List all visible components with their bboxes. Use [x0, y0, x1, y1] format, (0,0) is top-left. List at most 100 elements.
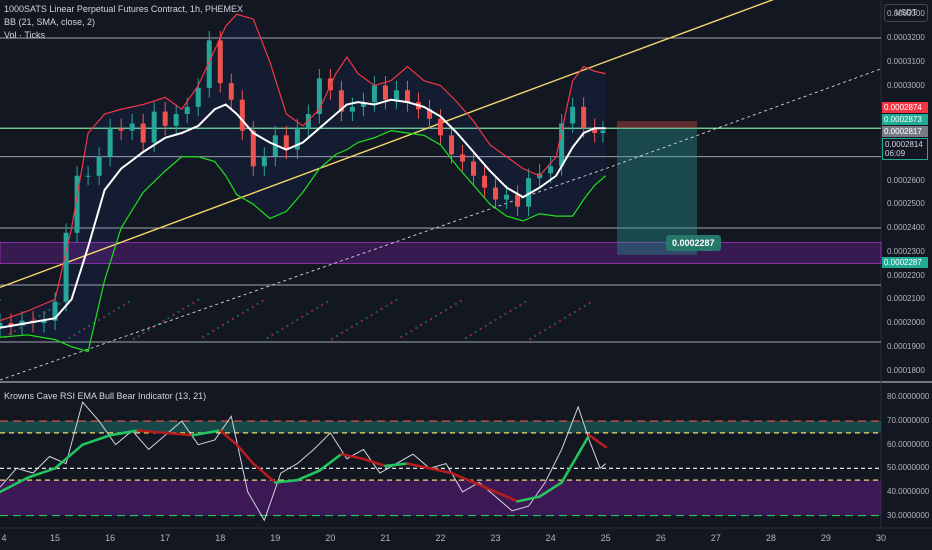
volume-tick [325, 300, 329, 304]
rsi-ema-segment [576, 433, 591, 456]
volume-tick [33, 317, 36, 321]
candle-body [217, 40, 223, 84]
volume-tick [58, 302, 61, 306]
candle-body [118, 128, 124, 131]
volume-tick [350, 325, 354, 329]
volume-tick [454, 302, 458, 306]
volume-tick [73, 333, 76, 337]
rsi-ema-segment [0, 476, 29, 494]
rsi-tick-label: 30.0000000 [887, 510, 930, 520]
volume-tick [494, 318, 497, 322]
volume-tick [147, 328, 150, 332]
volume-tick [380, 307, 383, 311]
volume-tick [182, 307, 185, 311]
volume-tick [271, 333, 274, 337]
vol-indicator-label[interactable]: Vol · Ticks [4, 30, 46, 40]
volume-tick [459, 299, 463, 303]
candle-body [338, 90, 344, 112]
volume-tick [216, 326, 220, 330]
volume-tick [464, 336, 468, 340]
rsi-ema-segment [81, 433, 112, 446]
price-tick-label: 0.0003000 [887, 80, 925, 90]
rsi-ema-segment [384, 462, 409, 468]
volume-tick [548, 325, 552, 329]
bb-lower-line [0, 130, 607, 353]
candle-body [504, 194, 510, 200]
candle-body [404, 90, 410, 103]
time-tick-label: 25 [600, 533, 611, 543]
volume-tick [449, 305, 453, 309]
bb-fill [0, 14, 606, 352]
price-tick-label: 0.0003200 [887, 33, 925, 42]
volume-tick [83, 327, 86, 331]
time-tick-label: 22 [435, 533, 446, 543]
price-tick-label: 0.0001900 [887, 341, 925, 351]
candle-body [206, 40, 212, 88]
volume-tick [201, 335, 205, 339]
volume-tick [197, 298, 200, 302]
candle-body [570, 106, 576, 124]
rsi-ema-segment [26, 467, 57, 480]
rsi-indicator-label[interactable]: Krowns Cave RSI EMA Bull Bear Indicator … [4, 391, 207, 401]
candle-body [52, 301, 58, 321]
candle-body [426, 109, 432, 119]
volume-tick [385, 304, 388, 308]
candle-body [371, 85, 377, 103]
volume-tick [38, 314, 41, 318]
dashed-trendline [0, 68, 882, 381]
candle-body [294, 128, 300, 150]
volume-tick [236, 314, 240, 318]
volume-tick [534, 334, 537, 338]
volume-tick [335, 334, 339, 338]
candle-body [515, 194, 521, 207]
trendline [0, 0, 775, 289]
rsi-ema-segment [516, 495, 541, 503]
candle-body [250, 130, 256, 167]
volume-tick [241, 311, 245, 315]
bb-indicator-label[interactable]: BB (21, SMA, close, 2) [4, 17, 96, 27]
candle-body [559, 123, 565, 167]
volume-tick [390, 301, 393, 305]
price-tick-label: 0.0002300 [887, 246, 925, 256]
volume-tick [112, 309, 116, 313]
rsi-overbought-band [0, 421, 881, 433]
volume-tick [315, 306, 319, 310]
price-tick-label: 0.0002100 [887, 294, 925, 304]
rsi-ema-segment [108, 429, 139, 437]
volume-tick [211, 329, 215, 333]
rsi-ema-segment [218, 429, 239, 446]
volume-tick [345, 328, 349, 332]
candle-body [239, 99, 245, 131]
time-tick-label: 26 [655, 533, 666, 543]
volume-tick [504, 312, 507, 316]
candle-body [184, 106, 190, 114]
price-tag-green: 0.0002873 [882, 114, 928, 125]
candle-body [140, 123, 146, 143]
volume-tick [479, 327, 482, 331]
volume-tick [360, 319, 363, 323]
time-tick-label: 24 [545, 533, 556, 543]
volume-tick [256, 302, 259, 306]
volume-tick [563, 316, 567, 320]
volume-tick [578, 307, 582, 311]
bb-upper-line [0, 13, 606, 322]
trade-stop-box [617, 121, 697, 129]
rsi-ema-segment [136, 429, 167, 435]
volume-tick [226, 320, 230, 324]
chart-title: 1000SATS Linear Perpetual Futures Contra… [4, 4, 243, 14]
volume-tick [167, 316, 170, 320]
candle-body [548, 166, 554, 174]
volume-tick [330, 337, 334, 341]
time-tick-label: 28 [765, 533, 776, 543]
candle-body [460, 154, 466, 162]
rsi-ema-segment [191, 429, 222, 437]
volume-tick [281, 327, 284, 331]
time-tick-label: 15 [50, 533, 61, 543]
currency-button[interactable]: USDT [884, 4, 928, 22]
candle-body [63, 232, 69, 302]
volume-tick [78, 330, 81, 334]
volume-tick [261, 299, 264, 303]
volume-tick [415, 326, 418, 330]
target-price-label[interactable]: 0.0002287 [666, 235, 721, 251]
